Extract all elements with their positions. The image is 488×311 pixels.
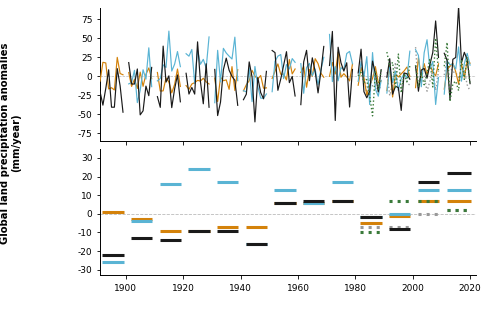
- Text: Global land precipitation anomalies
(mm/year): Global land precipitation anomalies (mm/…: [0, 42, 21, 244]
